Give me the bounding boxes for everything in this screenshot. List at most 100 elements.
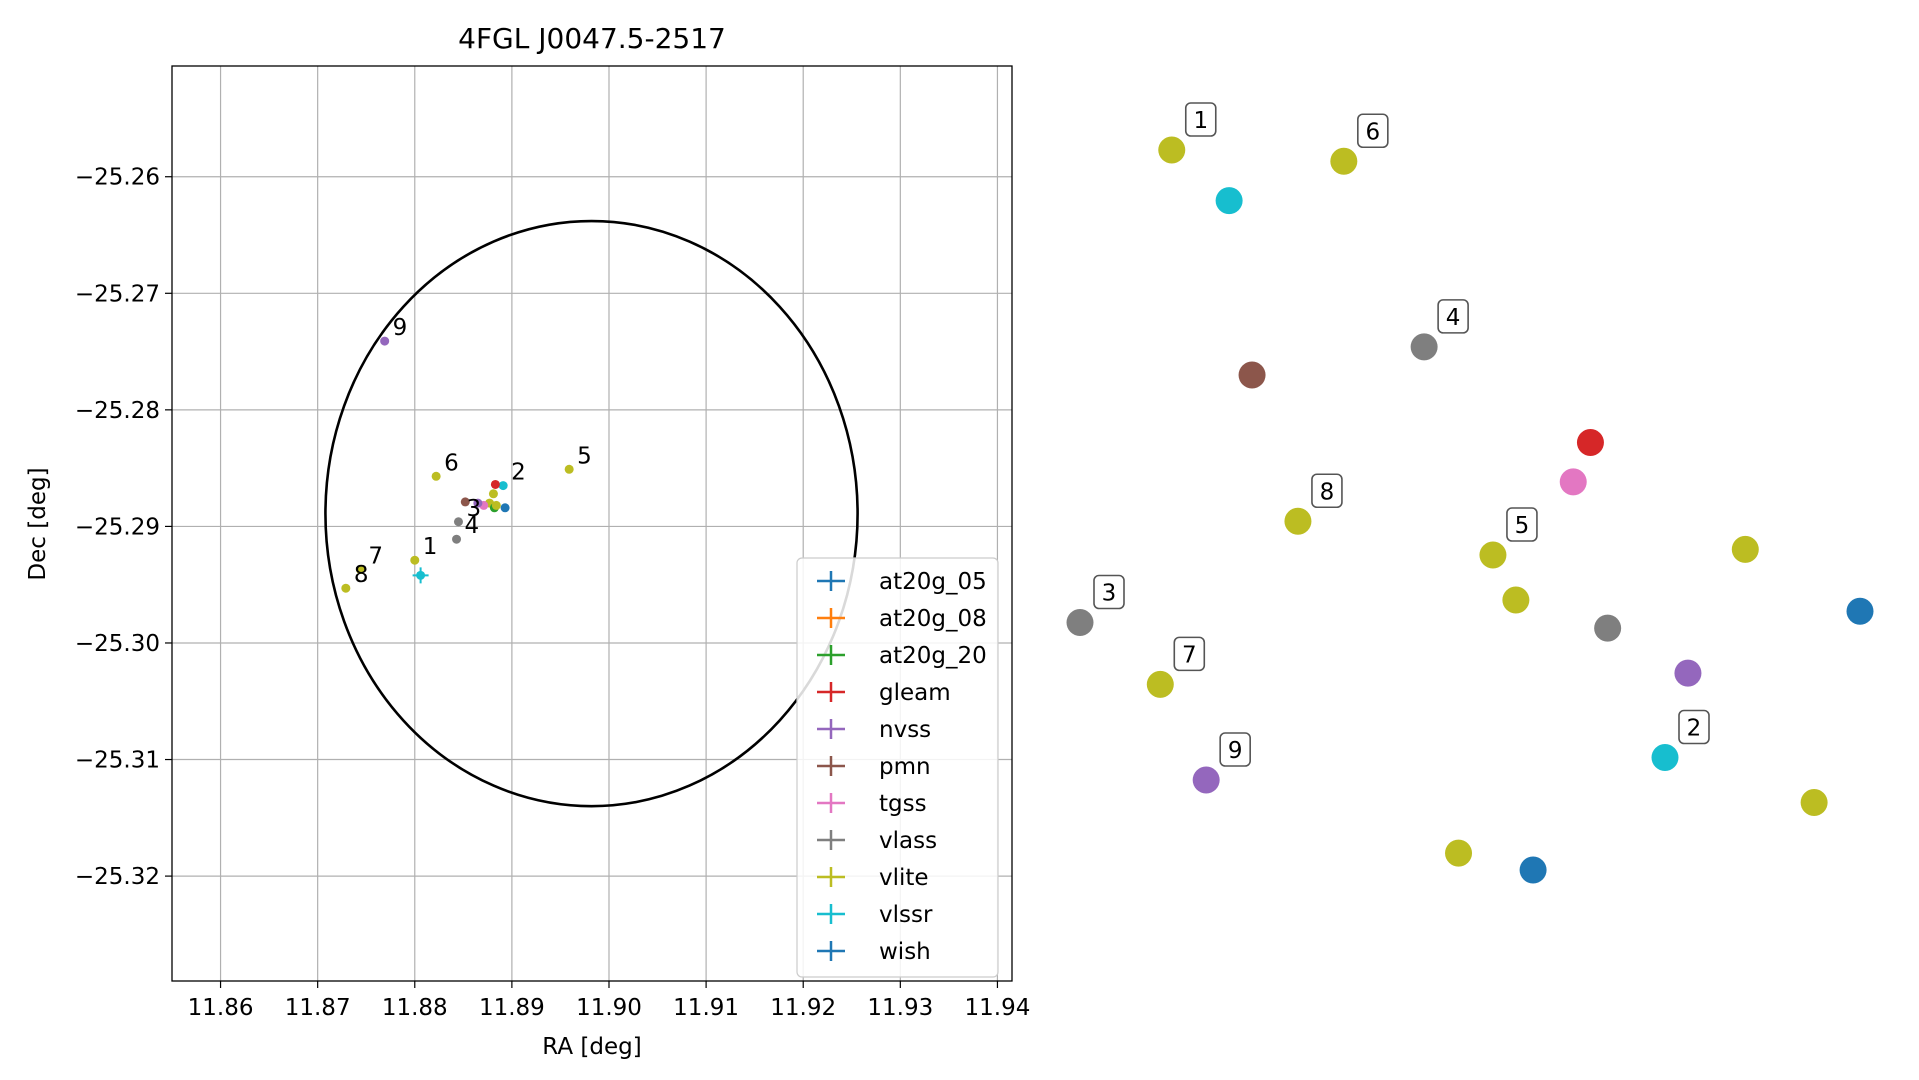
graph-node: [1576, 429, 1604, 456]
y-tick-label: −25.30: [75, 631, 160, 657]
point-label: 4: [465, 513, 480, 539]
x-tick-label: 11.94: [965, 995, 1031, 1021]
graph-panel: 2 1 7 3 6 5 8 4 9: [1066, 102, 1874, 884]
graph-node-labels: 2 1 7 3 6 5 8 4 9: [1093, 102, 1710, 767]
data-point: [473, 498, 483, 508]
node-label-box: [1184, 102, 1217, 137]
node-label: 8: [1320, 479, 1335, 505]
node-label-box: [1357, 113, 1389, 149]
legend-label: gleam: [879, 680, 951, 706]
x-tick-label: 11.86: [188, 995, 254, 1021]
legend-label: vlssr: [879, 902, 933, 928]
legend-label: nvss: [879, 717, 931, 743]
graph-node: [1519, 856, 1547, 884]
graph-node: [1502, 586, 1530, 614]
legend-label: wish: [879, 939, 931, 965]
data-point: [490, 479, 500, 489]
point-label: 8: [354, 562, 369, 588]
graph-node: [1066, 609, 1094, 636]
data-point: [453, 517, 463, 527]
legend-label: tgss: [879, 791, 927, 817]
legend-label: at20g_05: [879, 569, 987, 595]
node-label-box: [1506, 507, 1538, 542]
scatter-points: [341, 336, 574, 593]
x-tick-label: 11.92: [770, 995, 836, 1021]
data-point: [500, 503, 510, 513]
legend-label: at20g_08: [879, 606, 987, 632]
data-point: [431, 471, 441, 481]
node-label: 1: [1193, 108, 1208, 134]
node-label: 2: [1687, 716, 1702, 742]
data-point: [410, 555, 420, 565]
node-label: 5: [1515, 513, 1530, 539]
graph-node: [1158, 136, 1186, 164]
point-label: 3: [466, 496, 481, 522]
node-label-box: [1437, 299, 1469, 334]
y-tick-label: −25.31: [75, 748, 160, 774]
y-tick-label: −25.26: [75, 165, 160, 191]
legend-label: at20g_20: [879, 643, 987, 669]
x-tick-label: 11.91: [673, 995, 739, 1021]
graph-node: [1192, 766, 1220, 794]
node-label: 4: [1446, 305, 1461, 331]
y-axis-label: Dec [deg]: [25, 467, 51, 580]
scatter-grid: [172, 66, 1012, 981]
point-label: 5: [577, 443, 592, 469]
graph-node: [1731, 535, 1759, 563]
node-label-box: [1678, 709, 1710, 745]
point-label: 7: [368, 544, 383, 570]
x-tick-label: 11.90: [576, 995, 642, 1021]
ellipse-curve: [324, 219, 859, 808]
node-label: 6: [1366, 119, 1381, 145]
point-label: 6: [444, 450, 459, 476]
graph-node: [1146, 670, 1174, 698]
graph-node: [1651, 744, 1679, 771]
x-tick-label: 11.88: [382, 995, 448, 1021]
graph-node: [1330, 147, 1358, 175]
node-label-box: [1173, 636, 1206, 672]
data-point: [452, 534, 462, 544]
x-axis-ticks: 11.86 11.87 11.88 11.89 11.90 11.91 11.92 11.93…: [188, 981, 1031, 1021]
x-tick-label: 11.89: [479, 995, 545, 1021]
node-label: 9: [1228, 738, 1243, 764]
y-tick-label: −25.29: [75, 514, 160, 540]
data-point: [564, 464, 574, 474]
graph-node: [1800, 789, 1828, 816]
point-label: 9: [393, 315, 408, 341]
data-point: [491, 500, 501, 510]
x-tick-label: 11.93: [867, 995, 933, 1021]
point-label: 1: [423, 534, 438, 560]
graph-node: [1479, 541, 1507, 569]
x-tick-label: 11.87: [285, 995, 351, 1021]
localization-ellipse: [324, 219, 859, 808]
scatter-frame: [171, 65, 1013, 982]
y-tick-label: −25.27: [75, 281, 160, 307]
graph-node: [1559, 468, 1587, 496]
graph-node: [1238, 361, 1266, 389]
legend-label: pmn: [879, 754, 931, 780]
y-axis-ticks: −25.26 −25.27 −25.28 −25.29 −25.30 −25.31 −25.…: [75, 165, 172, 890]
graph-node: [1846, 597, 1874, 625]
data-point: [355, 565, 365, 575]
data-point: [416, 570, 426, 580]
data-point: [498, 481, 508, 491]
legend-box: [796, 557, 999, 978]
data-point: [488, 489, 498, 499]
node-label-box: [1311, 473, 1343, 509]
graph-nodes: [1066, 136, 1874, 884]
y-tick-label: −25.28: [75, 398, 160, 424]
x-axis-label: RA [deg]: [542, 1034, 641, 1060]
node-label-box: [1219, 732, 1251, 767]
node-label: 3: [1102, 581, 1117, 607]
graph-node: [1215, 187, 1243, 215]
graph-node: [1445, 839, 1473, 867]
point-label: 2: [511, 460, 526, 486]
data-point: [341, 583, 351, 593]
legend-label: vlite: [879, 865, 929, 891]
node-label: 7: [1182, 642, 1197, 668]
graph-node: [1674, 659, 1702, 687]
